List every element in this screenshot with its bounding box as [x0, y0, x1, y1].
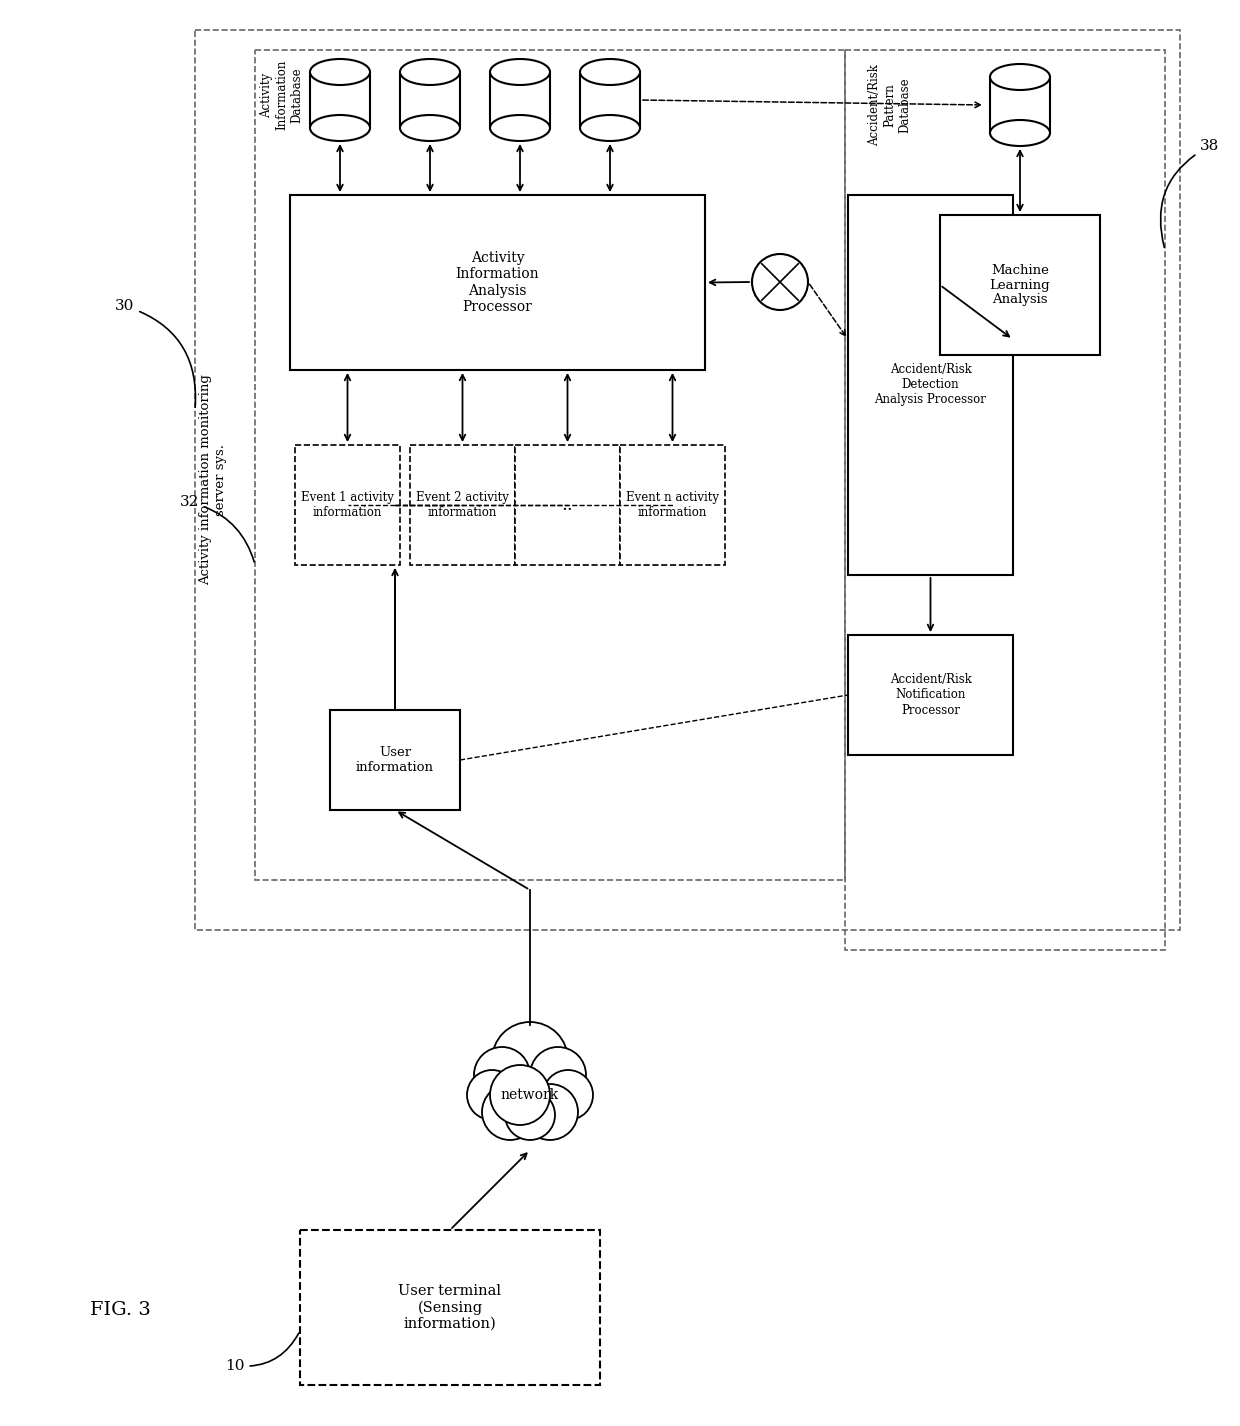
Bar	[490, 71, 551, 128]
Bar	[290, 195, 706, 369]
Ellipse shape	[310, 58, 370, 86]
Text: 32: 32	[180, 495, 254, 562]
Bar	[515, 445, 620, 565]
Bar	[195, 30, 1180, 930]
Text: Activity information monitoring
server sys.: Activity information monitoring server s…	[198, 375, 227, 586]
Bar	[255, 50, 844, 880]
Bar	[848, 195, 1013, 575]
Ellipse shape	[490, 116, 551, 141]
Bar	[848, 635, 1013, 754]
Bar	[620, 445, 725, 565]
Text: Machine
Learning
Analysis: Machine Learning Analysis	[990, 264, 1050, 307]
Circle shape	[490, 1065, 551, 1125]
Bar	[410, 445, 515, 565]
Text: Event n activity
information: Event n activity information	[626, 491, 719, 519]
Text: Activity
Information
Database: Activity Information Database	[260, 60, 304, 130]
Text: 38: 38	[1161, 138, 1219, 247]
Text: ..: ..	[562, 496, 573, 513]
Circle shape	[751, 254, 808, 309]
Ellipse shape	[990, 120, 1050, 145]
Circle shape	[482, 1084, 538, 1139]
Text: Event 1 activity
information: Event 1 activity information	[301, 491, 394, 519]
Text: Accident/Risk
Detection
Analysis Processor: Accident/Risk Detection Analysis Process…	[874, 364, 987, 406]
Bar	[310, 71, 370, 128]
Circle shape	[467, 1070, 517, 1119]
Bar	[330, 710, 460, 810]
Text: User
information: User information	[356, 746, 434, 774]
Text: 30: 30	[115, 299, 196, 408]
Circle shape	[522, 1084, 578, 1139]
Circle shape	[474, 1047, 529, 1102]
Ellipse shape	[580, 58, 640, 86]
Ellipse shape	[401, 116, 460, 141]
Circle shape	[492, 1022, 568, 1098]
Bar	[295, 445, 401, 565]
Circle shape	[543, 1070, 593, 1119]
Ellipse shape	[310, 116, 370, 141]
Bar	[580, 71, 640, 128]
Bar	[300, 1231, 600, 1385]
Ellipse shape	[401, 58, 460, 86]
Ellipse shape	[490, 58, 551, 86]
Circle shape	[529, 1047, 587, 1102]
Text: network: network	[501, 1088, 559, 1102]
Bar	[401, 71, 460, 128]
Text: Activity
Information
Analysis
Processor: Activity Information Analysis Processor	[455, 251, 539, 314]
Text: Accident/Risk
Pattern
Database: Accident/Risk Pattern Database	[868, 64, 911, 145]
Bar	[940, 215, 1100, 355]
Bar	[990, 77, 1050, 133]
Ellipse shape	[580, 116, 640, 141]
Text: User terminal
(Sensing
information): User terminal (Sensing information)	[398, 1283, 501, 1330]
Circle shape	[505, 1089, 556, 1139]
Bar	[844, 50, 1166, 950]
Text: 10: 10	[224, 1333, 299, 1372]
Text: FIG. 3: FIG. 3	[91, 1301, 151, 1319]
Text: Event 2 activity
information: Event 2 activity information	[417, 491, 508, 519]
Ellipse shape	[990, 64, 1050, 90]
Text: Accident/Risk
Notification
Processor: Accident/Risk Notification Processor	[889, 673, 971, 716]
